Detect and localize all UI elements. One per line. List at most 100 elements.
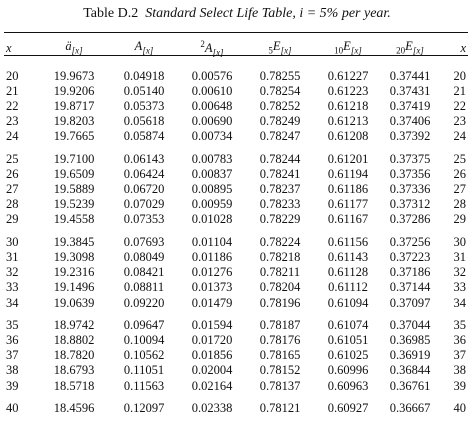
- cell-second-moment-A: 0.00959: [191, 197, 233, 212]
- cell-second-moment-A: 0.01104: [191, 234, 233, 249]
- cell-pure-endowment-10: 0.61167: [327, 212, 369, 227]
- cell-pure-endowment-20: 0.36919: [389, 348, 431, 363]
- cell-age-x-right: 31: [453, 249, 467, 264]
- cell-annuity-due: 19.7100: [53, 151, 95, 166]
- cell-pure-endowment-5: 0.78255: [259, 68, 301, 83]
- cell-annuity-due: 19.5239: [53, 197, 95, 212]
- cell-pure-endowment-5: 0.78244: [259, 151, 301, 166]
- cell-pure-endowment-20: 0.37356: [389, 166, 431, 181]
- cell-pure-endowment-5: 0.78137: [259, 378, 301, 393]
- cell-annuity-due: 18.9742: [53, 317, 95, 332]
- top-rule: [4, 32, 468, 33]
- cell-pure-endowment-5: 0.78233: [259, 197, 301, 212]
- cell-annuity-due: 19.9206: [53, 83, 95, 98]
- cell-pure-endowment-5: 0.78254: [259, 83, 301, 98]
- cell-pure-endowment-5: 0.78249: [259, 114, 301, 129]
- cell-pure-endowment-20: 0.37375: [389, 151, 431, 166]
- cell-second-moment-A: 0.01594: [191, 317, 233, 332]
- table-header: x ä[x] A[x] 2A[x] 5E[x] 10E[x] 20E[x] x: [4, 36, 468, 69]
- cell-second-moment-A: 0.01373: [191, 280, 233, 295]
- cell-second-moment-A: 0.01186: [191, 249, 233, 264]
- cell-age-x-right: 32: [453, 265, 467, 280]
- cell-age-x-right: 24: [453, 129, 467, 144]
- cell-pure-endowment-5: 0.78224: [259, 234, 301, 249]
- cell-insurance-A: 0.06424: [123, 166, 165, 181]
- cell-pure-endowment-20: 0.37144: [389, 280, 431, 295]
- header-insurance-A: A[x]: [134, 39, 154, 56]
- header-row: x ä[x] A[x] 2A[x] 5E[x] 10E[x] 20E[x] x: [4, 36, 468, 62]
- cell-age-x: 40: [6, 400, 19, 415]
- cell-insurance-A: 0.05618: [123, 114, 165, 129]
- cell-insurance-A: 0.06720: [123, 182, 165, 197]
- table-row: 30 19.3845 0.07693 0.01104 0.78224 0.61156 0.3…: [4, 235, 468, 250]
- cell-second-moment-A: 0.02004: [191, 363, 233, 378]
- cell-pure-endowment-5: 0.78176: [259, 332, 301, 347]
- cell-insurance-A: 0.06143: [123, 151, 165, 166]
- cell-pure-endowment-10: 0.61218: [327, 99, 369, 114]
- table-row: 40 18.4596 0.12097 0.02338 0.78121 0.60927 0.3…: [4, 401, 468, 416]
- cell-pure-endowment-5: 0.78152: [259, 363, 301, 378]
- cell-pure-endowment-10: 0.60963: [327, 378, 369, 393]
- table-row: 23 19.8203 0.05618 0.00690 0.78249 0.61213 0.3…: [4, 114, 468, 129]
- cell-insurance-A: 0.05140: [123, 83, 165, 98]
- cell-annuity-due: 19.8203: [53, 114, 95, 129]
- table-caption: Standard Select Life Table, i = 5% per y…: [145, 6, 391, 21]
- cell-pure-endowment-20: 0.37223: [389, 249, 431, 264]
- cell-annuity-due: 19.8717: [53, 99, 95, 114]
- cell-pure-endowment-20: 0.37256: [389, 234, 431, 249]
- cell-annuity-due: 19.2316: [53, 265, 95, 280]
- cell-pure-endowment-10: 0.61094: [327, 295, 369, 310]
- cell-age-x-right: 23: [453, 114, 467, 129]
- cell-age-x-right: 35: [453, 317, 467, 332]
- cell-age-x: 29: [6, 212, 19, 227]
- header-gap: [4, 62, 468, 69]
- cell-pure-endowment-10: 0.61156: [327, 234, 369, 249]
- cell-pure-endowment-20: 0.36985: [389, 332, 431, 347]
- cell-pure-endowment-10: 0.60996: [327, 363, 369, 378]
- cell-age-x: 23: [6, 114, 19, 129]
- cell-age-x: 34: [6, 295, 19, 310]
- header-10E: 10E[x]: [334, 39, 362, 56]
- table-row: 27 19.5889 0.06720 0.00895 0.78237 0.61186 0.3…: [4, 182, 468, 197]
- cell-second-moment-A: 0.00837: [191, 166, 233, 181]
- cell-second-moment-A: 0.00895: [191, 182, 233, 197]
- cell-pure-endowment-10: 0.61223: [327, 83, 369, 98]
- table-row: 35 18.9742 0.09647 0.01594 0.78187 0.61074 0.3…: [4, 318, 468, 333]
- cell-pure-endowment-5: 0.78247: [259, 129, 301, 144]
- table-row: 28 19.5239 0.07029 0.00959 0.78233 0.61177 0.3…: [4, 197, 468, 212]
- cell-second-moment-A: 0.00610: [191, 83, 233, 98]
- cell-age-x: 20: [6, 68, 19, 83]
- cell-pure-endowment-10: 0.61194: [327, 166, 369, 181]
- cell-second-moment-A: 0.01028: [191, 212, 233, 227]
- cell-age-x: 33: [6, 280, 19, 295]
- cell-age-x-right: 29: [453, 212, 467, 227]
- table-row: 33 19.1496 0.08811 0.01373 0.78204 0.61112 0.3…: [4, 280, 468, 295]
- select-life-table: x ä[x] A[x] 2A[x] 5E[x] 10E[x] 20E[x] x …: [4, 36, 468, 416]
- cell-second-moment-A: 0.00783: [191, 151, 233, 166]
- table-row: 24 19.7665 0.05874 0.00734 0.78247 0.61208 0.3…: [4, 129, 468, 144]
- cell-age-x-right: 37: [453, 348, 467, 363]
- cell-annuity-due: 19.0639: [53, 295, 95, 310]
- cell-age-x-right: 28: [453, 197, 467, 212]
- cell-age-x-right: 26: [453, 166, 467, 181]
- cell-age-x-right: 33: [453, 280, 467, 295]
- cell-pure-endowment-20: 0.37186: [389, 265, 431, 280]
- cell-pure-endowment-10: 0.61025: [327, 348, 369, 363]
- header-second-moment-A: 2A[x]: [200, 39, 224, 58]
- cell-insurance-A: 0.04918: [123, 68, 165, 83]
- cell-age-x: 38: [6, 363, 19, 378]
- cell-pure-endowment-5: 0.78121: [259, 400, 301, 415]
- cell-pure-endowment-20: 0.37286: [389, 212, 431, 227]
- cell-age-x-right: 20: [453, 68, 467, 83]
- table-row: 25 19.7100 0.06143 0.00783 0.78244 0.61201 0.3…: [4, 152, 468, 167]
- cell-age-x: 22: [6, 99, 19, 114]
- cell-annuity-due: 18.6793: [53, 363, 95, 378]
- cell-pure-endowment-10: 0.61213: [327, 114, 369, 129]
- cell-pure-endowment-10: 0.61201: [327, 151, 369, 166]
- cell-pure-endowment-20: 0.37441: [389, 68, 431, 83]
- header-x-left: x: [6, 41, 12, 56]
- cell-age-x: 27: [6, 182, 19, 197]
- group-spacer: [4, 145, 468, 152]
- cell-pure-endowment-20: 0.37312: [389, 197, 431, 212]
